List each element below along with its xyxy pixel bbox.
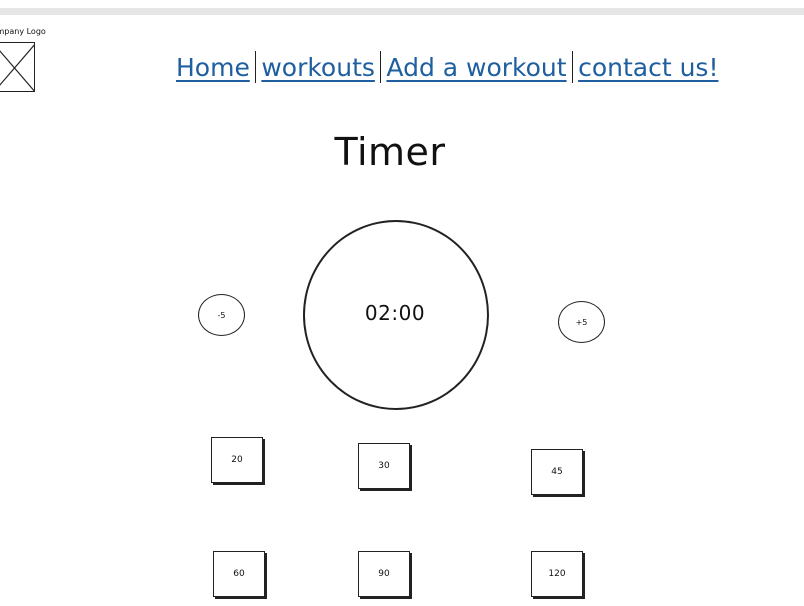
nav-link-contact[interactable]: contact us! bbox=[578, 52, 719, 82]
image-placeholder-icon bbox=[0, 44, 34, 91]
decrement-button[interactable]: -5 bbox=[198, 294, 245, 336]
preset-button-30[interactable]: 30 bbox=[358, 443, 410, 489]
logo-label: Company Logo bbox=[0, 27, 46, 36]
preset-button-60[interactable]: 60 bbox=[213, 551, 265, 597]
nav-link-workouts[interactable]: workouts bbox=[261, 52, 375, 82]
preset-button-90[interactable]: 90 bbox=[358, 551, 410, 597]
preset-button-45[interactable]: 45 bbox=[531, 449, 583, 495]
nav-link-add-workout[interactable]: Add a workout bbox=[386, 52, 567, 82]
nav-separator bbox=[379, 51, 382, 83]
top-strip bbox=[0, 8, 804, 15]
timer-display: 02:00 bbox=[364, 301, 426, 325]
increment-button[interactable]: +5 bbox=[558, 301, 605, 343]
preset-button-20[interactable]: 20 bbox=[211, 437, 263, 483]
nav-separator bbox=[254, 51, 257, 83]
nav-separator bbox=[571, 51, 574, 83]
company-logo[interactable] bbox=[0, 42, 35, 92]
page-title: Timer bbox=[334, 130, 446, 174]
main-nav: Home workouts Add a workout contact us! bbox=[176, 49, 718, 85]
preset-button-120[interactable]: 120 bbox=[531, 551, 583, 597]
nav-link-home[interactable]: Home bbox=[176, 52, 250, 82]
timer-dial: 02:00 bbox=[303, 220, 489, 410]
